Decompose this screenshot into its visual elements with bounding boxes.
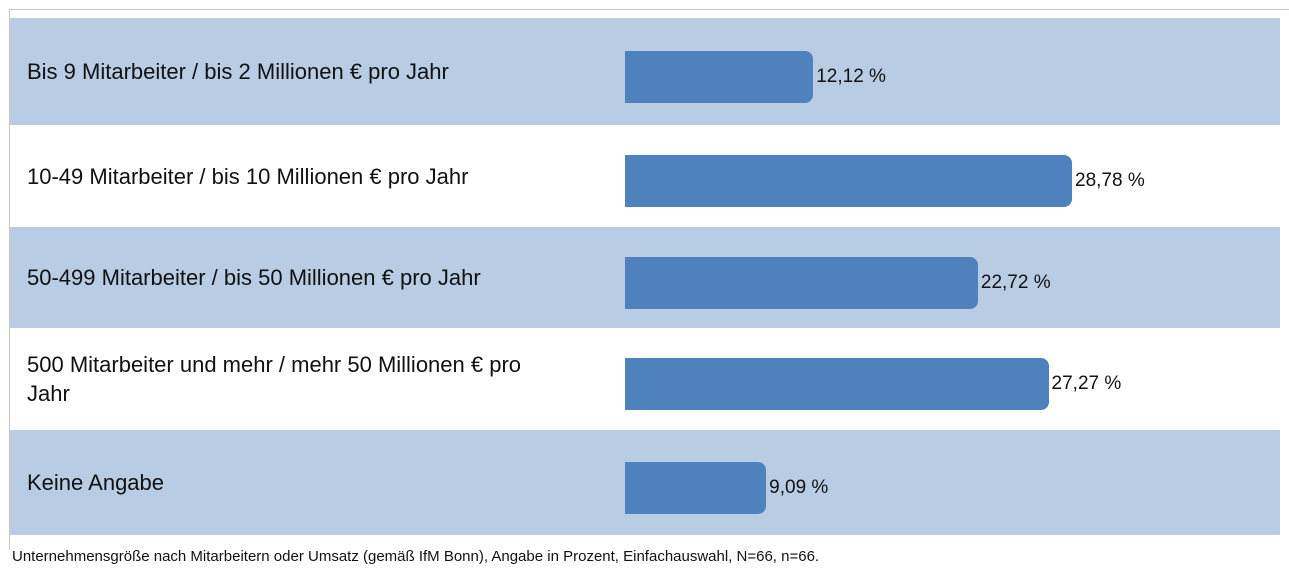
category-label: 10-49 Mitarbeiter / bis 10 Millionen € p… xyxy=(27,163,469,189)
value-label: 9,09 % xyxy=(769,476,829,498)
bar xyxy=(625,155,1072,207)
row: 500 Mitarbeiter und mehr / mehr 50 Milli… xyxy=(10,328,1280,430)
row: 50-499 Mitarbeiter / bis 50 Millionen € … xyxy=(10,227,1280,328)
footnote: Unternehmensgröße nach Mitarbeitern oder… xyxy=(12,548,820,565)
category-label: Bis 9 Mitarbeiter / bis 2 Millionen € pr… xyxy=(27,59,449,84)
category-label: Keine Angabe xyxy=(27,470,165,495)
value-label: 27,27 % xyxy=(1051,373,1122,394)
value-label: 12,12 % xyxy=(816,65,886,87)
category-label: 50-499 Mitarbeiter / bis 50 Millionen € … xyxy=(27,265,481,290)
bar xyxy=(625,50,814,103)
category-label: 500 Mitarbeiter und mehr / mehr 50 Milli… xyxy=(27,352,522,406)
row: Keine Angabe 9,09 % xyxy=(10,430,1280,535)
bar xyxy=(625,461,767,514)
chart-frame xyxy=(9,9,1289,550)
value-label: 22,72 % xyxy=(980,271,1051,293)
row: Bis 9 Mitarbeiter / bis 2 Millionen € pr… xyxy=(10,18,1280,125)
row: 10-49 Mitarbeiter / bis 10 Millionen € p… xyxy=(10,125,1280,227)
value-label: 28,78 % xyxy=(1075,170,1145,191)
bar xyxy=(625,358,1049,410)
bar xyxy=(625,256,978,309)
